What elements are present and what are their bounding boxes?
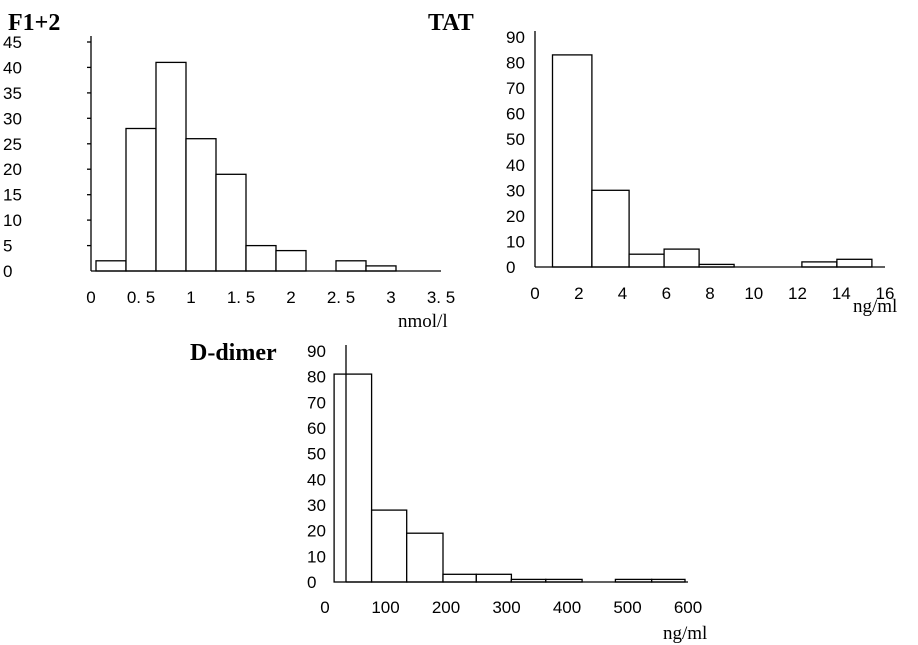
y-tick-label-d-dimer-8: 80 bbox=[307, 368, 326, 387]
y-tick-label-tat-7: 70 bbox=[506, 79, 525, 98]
y-tick-label-tat-3: 30 bbox=[506, 181, 525, 200]
bar-f12-3 bbox=[185, 138, 217, 272]
bar-f12-0 bbox=[95, 260, 127, 272]
x-tick-label-d-dimer-6: 600 bbox=[674, 598, 702, 617]
bar-tat-2 bbox=[628, 253, 665, 268]
y-tick-label-d-dimer-2: 20 bbox=[307, 522, 326, 541]
y-tick-label-tat-4: 40 bbox=[506, 156, 525, 175]
bar-f12-6 bbox=[275, 249, 307, 272]
y-tick-label-f12-1: 5 bbox=[3, 237, 12, 256]
x-tick-label-tat-5: 10 bbox=[744, 284, 763, 303]
y-tick-label-d-dimer-1: 10 bbox=[307, 547, 326, 566]
axes-f12 bbox=[90, 36, 441, 272]
y-tick-label-f12-4: 20 bbox=[3, 160, 22, 179]
panel-title-f12: F1+2 bbox=[8, 10, 60, 36]
bar-tat-0 bbox=[551, 54, 593, 268]
x-unit-tat: ng/ml bbox=[853, 296, 897, 317]
bar-d-dimer-4 bbox=[475, 573, 513, 583]
x-tick-label-tat-4: 8 bbox=[705, 284, 714, 303]
x-tick-label-d-dimer-3: 300 bbox=[492, 598, 520, 617]
bar-d-dimer-1 bbox=[370, 509, 408, 583]
x-tick-label-f12-7: 3. 5 bbox=[427, 288, 455, 307]
y-tick-label-tat-9: 90 bbox=[506, 28, 525, 47]
bar-f12-4 bbox=[215, 173, 247, 272]
bar-tat-8 bbox=[836, 258, 873, 268]
x-tick-label-f12-5: 2. 5 bbox=[327, 288, 355, 307]
x-tick-label-tat-8: 16 bbox=[876, 284, 895, 303]
x-tick-label-f12-4: 2 bbox=[286, 288, 295, 307]
y-tick-label-f12-0: 0 bbox=[3, 262, 12, 281]
bars-tat bbox=[551, 54, 873, 268]
x-tick-label-d-dimer-0: 0 bbox=[320, 598, 329, 617]
y-tick-label-tat-8: 80 bbox=[506, 54, 525, 73]
x-unit-d-dimer: ng/ml bbox=[663, 623, 707, 644]
x-tick-label-tat-0: 0 bbox=[530, 284, 539, 303]
x-tick-label-tat-1: 2 bbox=[574, 284, 583, 303]
x-tick-label-f12-3: 1. 5 bbox=[227, 288, 255, 307]
bars-f12 bbox=[95, 61, 397, 272]
y-tick-label-d-dimer-5: 50 bbox=[307, 445, 326, 464]
axes-tat bbox=[534, 31, 885, 268]
ticks-f12: 0 5 10 15 20 25 30 35 40 45 0 0. 5 1 1. 5 2 2. 5 3 3. 5 bbox=[3, 33, 455, 307]
x-tick-label-f12-2: 1 bbox=[186, 288, 195, 307]
y-tick-label-d-dimer-3: 30 bbox=[307, 496, 326, 515]
y-tick-label-tat-0: 0 bbox=[506, 258, 515, 277]
bar-tat-1 bbox=[591, 189, 630, 268]
y-tick-label-f12-5: 25 bbox=[3, 135, 22, 154]
x-tick-label-d-dimer-4: 400 bbox=[553, 598, 581, 617]
x-tick-label-d-dimer-5: 500 bbox=[613, 598, 641, 617]
x-tick-label-tat-7: 14 bbox=[832, 284, 851, 303]
x-tick-label-d-dimer-2: 200 bbox=[432, 598, 460, 617]
x-tick-label-f12-1: 0. 5 bbox=[127, 288, 155, 307]
histogram-tat: TAT ng/ml 0 10 20 30 40 50 60 70 80 90 0 2 4 6 8 10 12 14… bbox=[428, 10, 897, 317]
y-tick-label-f12-2: 10 bbox=[3, 211, 22, 230]
x-tick-label-f12-0: 0 bbox=[86, 288, 95, 307]
bar-f12-2 bbox=[155, 61, 187, 272]
ticks-d-dimer: 0 10 20 30 40 50 60 70 80 90 0 100 200 300 400 500 600 bbox=[307, 342, 702, 617]
bar-d-dimer-0 bbox=[333, 373, 373, 583]
panel-title-d-dimer: D-dimer bbox=[190, 340, 277, 366]
y-tick-label-d-dimer-0: 0 bbox=[307, 573, 316, 592]
bar-tat-7 bbox=[801, 261, 838, 268]
bar-f12-9 bbox=[365, 265, 397, 272]
y-tick-label-tat-1: 10 bbox=[506, 232, 525, 251]
y-tick-label-f12-9: 45 bbox=[3, 33, 22, 52]
y-tick-label-d-dimer-9: 90 bbox=[307, 342, 326, 361]
axes-d-dimer bbox=[345, 345, 688, 583]
x-tick-label-tat-6: 12 bbox=[788, 284, 807, 303]
bar-d-dimer-3 bbox=[442, 573, 477, 583]
y-tick-label-d-dimer-7: 70 bbox=[307, 393, 326, 412]
histogram-d-dimer: D-dimer ng/ml 0 10 20 30 40 50 60 70 80 90 0 100 200… bbox=[190, 340, 707, 644]
y-tick-label-f12-8: 40 bbox=[3, 58, 22, 77]
ticks-tat: 0 10 20 30 40 50 60 70 80 90 0 2 4 6 8 10 12 14 16 bbox=[506, 28, 894, 303]
x-tick-label-tat-2: 4 bbox=[618, 284, 627, 303]
y-tick-label-tat-6: 60 bbox=[506, 105, 525, 124]
bar-f12-1 bbox=[125, 127, 157, 272]
x-unit-f12: nmol/l bbox=[398, 311, 448, 332]
y-tick-label-tat-5: 50 bbox=[506, 130, 525, 149]
panel-title-tat: TAT bbox=[428, 10, 474, 36]
bars-d-dimer bbox=[333, 373, 686, 583]
x-tick-label-f12-6: 3 bbox=[386, 288, 395, 307]
bar-d-dimer-2 bbox=[406, 532, 444, 583]
y-tick-label-f12-6: 30 bbox=[3, 109, 22, 128]
bar-f12-5 bbox=[245, 244, 277, 272]
y-tick-label-tat-2: 20 bbox=[506, 207, 525, 226]
y-tick-label-f12-7: 35 bbox=[3, 84, 22, 103]
bar-f12-8 bbox=[335, 260, 367, 272]
y-tick-label-d-dimer-6: 60 bbox=[307, 419, 326, 438]
x-tick-label-d-dimer-1: 100 bbox=[371, 598, 399, 617]
x-tick-label-tat-3: 6 bbox=[662, 284, 671, 303]
y-tick-label-f12-3: 15 bbox=[3, 186, 22, 205]
bar-tat-3 bbox=[663, 248, 700, 268]
histogram-f12: F1+2 nmol/l 0 5 10 15 20 25 30 35 40 45 0 0. 5 1 1. 5… bbox=[3, 10, 455, 332]
y-tick-label-d-dimer-4: 40 bbox=[307, 470, 326, 489]
